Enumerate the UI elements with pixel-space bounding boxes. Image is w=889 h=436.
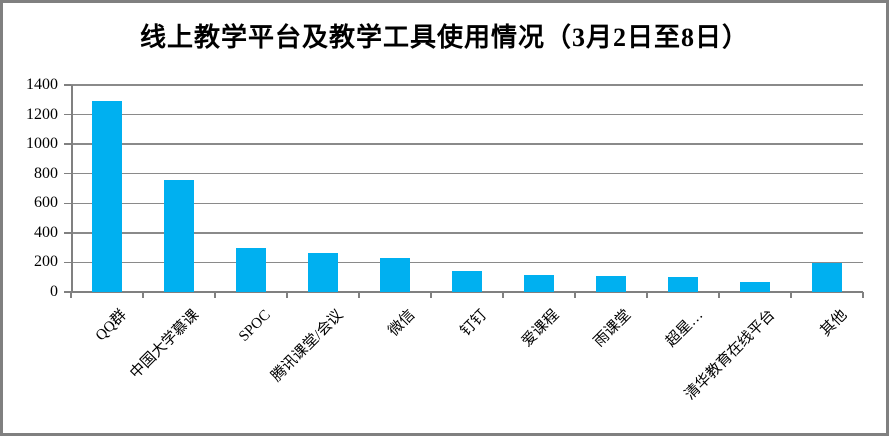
- gridline: [71, 232, 863, 234]
- x-axis-tick: [70, 292, 72, 298]
- gridline: [71, 113, 863, 116]
- category-label: 超星…: [663, 307, 707, 351]
- y-axis-tick: [64, 113, 71, 116]
- y-axis-tick: [64, 232, 71, 234]
- category-label: 钉钉: [457, 307, 491, 340]
- bar: [91, 101, 123, 292]
- bar: [595, 276, 627, 292]
- y-axis-tick-label: 1400: [26, 76, 58, 93]
- x-axis-tick: [142, 292, 144, 298]
- bar: [307, 252, 339, 292]
- x-axis-tick: [574, 292, 576, 298]
- y-axis-tick-label: 400: [34, 223, 58, 241]
- y-axis-tick: [64, 143, 71, 145]
- bar: [163, 180, 195, 292]
- gridline: [71, 261, 863, 264]
- y-axis-tick: [64, 261, 71, 264]
- category-label: 中国大学慕课: [127, 307, 203, 382]
- category-label: SPOC: [236, 307, 275, 345]
- category-label: 腾讯课堂/会议: [268, 307, 347, 385]
- y-axis-tick-label: 0: [50, 283, 58, 300]
- x-axis-tick: [718, 292, 720, 298]
- bar: [379, 257, 411, 292]
- x-axis-line: [71, 291, 863, 293]
- y-axis-tick-label: 1000: [26, 135, 58, 153]
- bar: [235, 247, 267, 292]
- bar: [523, 274, 555, 292]
- y-axis-tick-label: 1200: [26, 105, 58, 123]
- y-axis-tick-label: 600: [34, 194, 58, 212]
- y-axis-line: [71, 85, 73, 292]
- y-axis-tick-label: 200: [34, 253, 58, 271]
- x-axis-tick: [646, 292, 648, 298]
- gridline: [71, 143, 863, 145]
- x-axis-tick: [358, 292, 360, 298]
- category-label: 雨课堂: [591, 307, 635, 351]
- x-axis-tick: [214, 292, 216, 298]
- y-axis-tick-label: 800: [34, 164, 58, 182]
- bar: [811, 263, 843, 292]
- x-axis-tick: [862, 292, 864, 298]
- category-label: QQ群: [93, 307, 131, 345]
- category-label: 微信: [385, 307, 419, 340]
- gridline: [71, 84, 863, 86]
- x-axis-tick: [430, 292, 432, 298]
- x-axis-tick: [502, 292, 504, 298]
- bar: [739, 282, 771, 292]
- bar: [667, 277, 699, 292]
- bar: [451, 271, 483, 292]
- gridline: [71, 172, 863, 175]
- category-label: 其他: [817, 307, 851, 340]
- chart-title: 线上教学平台及教学工具使用情况（3月2日至8日）: [139, 23, 749, 52]
- plot-area: 0 200 400 600 800 1000 1200 1400 QQ群 中国大学慕课 SPOC 腾讯…: [3, 3, 886, 433]
- y-axis-tick: [64, 84, 71, 86]
- x-axis-tick: [790, 292, 792, 298]
- category-label: 爱课程: [519, 307, 563, 351]
- y-axis-tick: [64, 202, 71, 205]
- gridline: [71, 202, 863, 205]
- y-axis-tick: [64, 291, 71, 293]
- x-axis-tick: [286, 292, 288, 298]
- y-axis-tick: [64, 172, 71, 175]
